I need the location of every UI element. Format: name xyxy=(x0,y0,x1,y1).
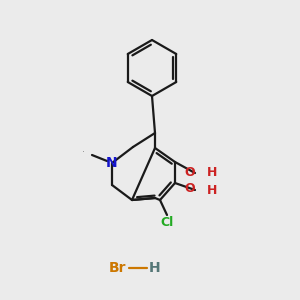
Text: N: N xyxy=(106,156,118,170)
Text: O: O xyxy=(184,166,195,178)
Text: H: H xyxy=(207,184,217,196)
Text: Cl: Cl xyxy=(160,217,174,230)
Text: H: H xyxy=(207,167,217,179)
Text: H: H xyxy=(149,261,161,275)
Text: Br: Br xyxy=(109,261,127,275)
Text: O: O xyxy=(184,182,195,196)
